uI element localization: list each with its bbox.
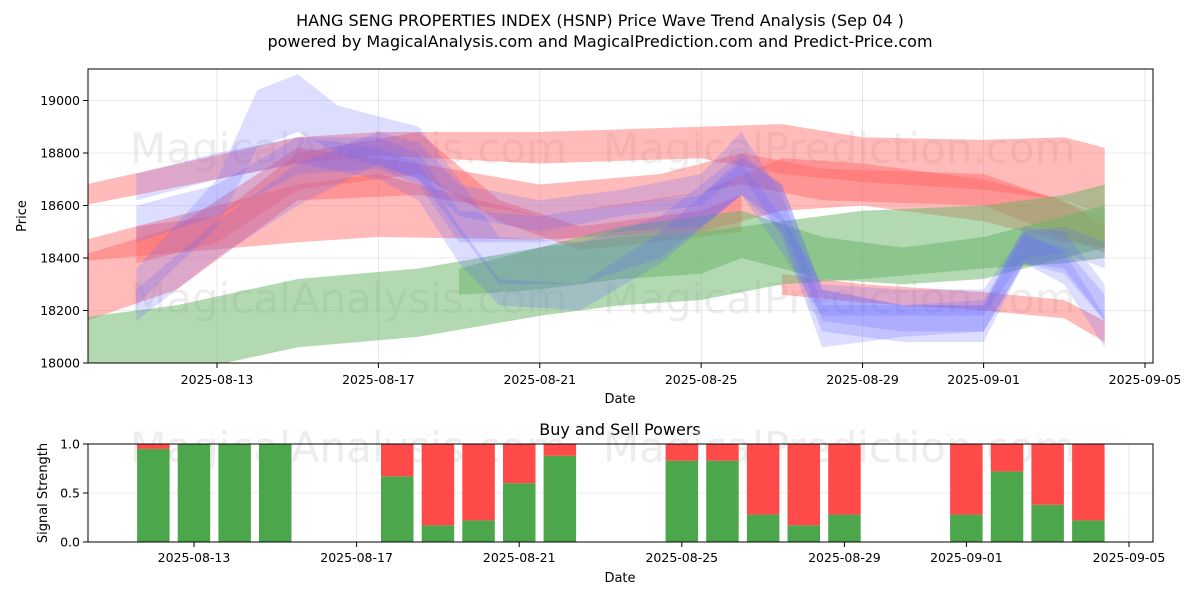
buy-power-bar-16 [1031,504,1064,542]
buy-power-bar-0 [137,448,170,542]
sell-power-bar-5 [421,444,455,526]
sell-power-bar-12 [787,444,820,526]
price-y-tick-label-5: 19000 [40,93,80,108]
blue-wave-band-1 [136,74,1105,343]
buy-power-bar-8 [543,455,577,542]
watermark-top-left: MagicalAnalysis.com [130,124,567,173]
signal-y-ticks: 0.0 0.5 1.0 [60,437,88,550]
signal-x-tick-label-3: 2025-08-25 [645,550,718,565]
signal-x-tick-label-2: 2025-08-21 [483,550,556,565]
buy-power-bar-2 [218,444,251,542]
price-x-ticks: 2025-08-13 2025-08-17 2025-08-21 2025-08-25… [181,363,1182,387]
sell-power-bar-17 [1072,444,1105,521]
sell-power-bar-9 [665,444,699,461]
signal-x-tick-label-0: 2025-08-13 [158,550,231,565]
buy-power-bar-9 [665,460,699,542]
price-x-tick-label-0: 2025-08-13 [181,372,254,387]
buy-power-bar-10 [706,460,739,542]
red-wave-band-4 [136,132,742,264]
signal-x-axis-label: Date [604,571,635,586]
sell-power-bar-14 [950,444,983,515]
buy-power-bar-1 [177,444,211,542]
signal-x-tick-label-1: 2025-08-17 [320,550,393,565]
sell-power-bar-0 [137,444,170,449]
buy-power-bar-13 [828,514,861,542]
price-x-tick-label-3: 2025-08-25 [665,372,738,387]
green-wave-band-1 [459,205,1105,295]
price-x-tick-label-2: 2025-08-21 [503,372,576,387]
signal-x-ticks: 2025-08-13 2025-08-17 2025-08-21 2025-08-25… [158,542,1166,565]
signal-plot: Buy and Sell Powers MagicalAnalysis.com … [36,420,1165,586]
red-wave-band-2 [88,147,1105,321]
buy-power-bar-17 [1072,520,1105,542]
red-wave-band-1 [88,158,1105,261]
price-y-axis-label: Price [15,200,30,232]
sell-power-bar-16 [1031,444,1064,505]
signal-x-tick-label-5: 2025-09-01 [930,550,1003,565]
sell-power-bar-6 [462,444,495,521]
signal-y-tick-label-0: 0.0 [60,535,80,550]
buy-power-bar-15 [990,471,1024,542]
price-x-tick-label-4: 2025-08-29 [826,372,899,387]
price-plot: MagicalAnalysis.com MagicalPrediction.co… [15,68,1182,407]
signal-y-tick-label-1: 0.5 [60,486,80,501]
buy-power-bar-3 [259,444,292,542]
signal-bars [137,444,1105,542]
price-x-tick-label-1: 2025-08-17 [342,372,415,387]
sell-power-bar-10 [706,444,739,461]
price-x-axis-label: Date [604,392,635,407]
chart-title-line1: HANG SENG PROPERTIES INDEX (HSNP) Price … [296,11,904,30]
sell-power-bar-4 [381,444,414,477]
buy-power-bar-5 [421,525,455,542]
sell-power-bar-8 [543,444,577,456]
signal-x-tick-label-6: 2025-09-05 [1093,550,1166,565]
signal-y-axis-label: Signal Strength [36,443,51,543]
signal-y-tick-label-2: 1.0 [60,437,80,452]
red-wave-band-0 [88,124,1105,216]
price-y-tick-label-0: 18000 [40,356,80,371]
blue-wave-band-0 [136,137,1105,332]
watermark-top-right: MagicalPrediction.com [603,124,1076,173]
price-y-tick-label-4: 18800 [40,146,80,161]
buy-power-bar-12 [787,525,820,542]
price-x-tick-label-5: 2025-09-01 [947,372,1020,387]
buy-power-bar-14 [950,514,983,542]
buy-power-bar-4 [381,476,414,542]
sell-power-bar-7 [503,444,536,484]
chart-title-line2: powered by MagicalAnalysis.com and Magic… [267,32,932,51]
blue-wave-band-3 [136,137,1105,316]
buy-power-bar-11 [746,514,780,542]
price-y-tick-label-3: 18600 [40,198,80,213]
signal-plot-title: Buy and Sell Powers [539,420,701,439]
buy-power-bar-7 [503,483,536,542]
red-wave-band-3 [781,273,1105,342]
price-y-ticks: 18000 18200 18400 18600 18800 19000 [40,93,88,371]
price-y-tick-label-1: 18200 [40,303,80,318]
sell-power-bar-11 [746,444,780,515]
buy-power-bar-6 [462,520,495,542]
sell-power-bar-13 [828,444,861,515]
price-y-tick-label-2: 18400 [40,251,80,266]
sell-power-bar-15 [990,444,1024,472]
price-bands [88,74,1105,363]
price-plot-frame [87,68,1154,364]
price-x-tick-label-6: 2025-09-05 [1109,372,1182,387]
signal-x-tick-label-4: 2025-08-29 [808,550,881,565]
